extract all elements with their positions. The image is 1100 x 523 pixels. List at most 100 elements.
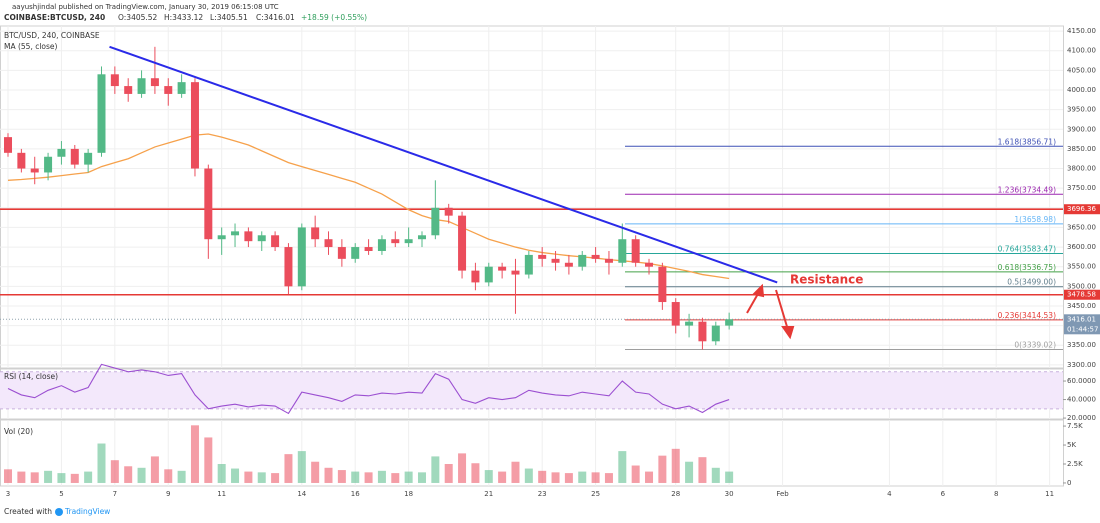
volume-bar [204, 437, 213, 483]
candle-body [204, 168, 213, 240]
volume-bar [591, 472, 600, 483]
y-tick-label: 7.5K [1067, 422, 1083, 430]
candle-body [631, 239, 640, 263]
volume-bar [44, 470, 53, 483]
candle-body [244, 231, 253, 242]
volume-bar [417, 472, 426, 483]
candle-body [417, 235, 426, 240]
candle-body [564, 262, 573, 267]
candle-body [404, 239, 413, 244]
candle-body [351, 247, 360, 259]
candle-body [551, 258, 560, 263]
y-tick-label: 3900.00 [1067, 125, 1096, 133]
candle-body [30, 168, 39, 173]
x-tick-label: 11 [217, 490, 226, 498]
y-tick-label: 4050.00 [1067, 66, 1096, 74]
countdown: 01:44:57 [1067, 325, 1098, 333]
y-tick-label: 3450.00 [1067, 302, 1096, 310]
x-tick-label: 9 [166, 490, 170, 498]
volume-bar [564, 473, 573, 483]
volume-bar [57, 473, 66, 483]
x-tick-label: Feb [776, 490, 789, 498]
x-tick-label: 6 [941, 490, 946, 498]
candle-body [257, 235, 266, 242]
logo [55, 508, 63, 516]
price-tag-label: 3478.58 [1067, 291, 1096, 299]
y-tick-label: 2.5K [1067, 460, 1083, 468]
candle-body [217, 235, 226, 240]
candle-body [337, 247, 346, 259]
pane-frames [0, 25, 1064, 487]
candle-body [377, 239, 386, 251]
candle-body [618, 239, 627, 263]
candle-body [578, 254, 587, 267]
volume-bar [511, 461, 520, 483]
footer-created: Created with [4, 507, 52, 516]
candle-body [725, 319, 734, 326]
last-price-label: 3416.01 [1067, 315, 1096, 323]
candle-body [284, 247, 293, 287]
pane-title: Vol (20) [4, 427, 33, 436]
x-tick-label: 8 [994, 490, 998, 498]
y-tick-label: 3500.00 [1067, 282, 1096, 290]
volume-bar [137, 467, 146, 483]
candle-body [324, 239, 333, 248]
y-tick-label: 3950.00 [1067, 106, 1096, 114]
candle-body [711, 325, 720, 342]
candle-body [498, 266, 507, 271]
volume-bar [284, 454, 293, 483]
volume-bar [70, 473, 79, 483]
candle-body [431, 207, 440, 236]
fib-label: 1(3658.98) [1014, 215, 1056, 224]
volume-bar [364, 472, 373, 483]
y-tick-label: 3850.00 [1067, 145, 1096, 153]
candle-body [511, 270, 520, 275]
volume-bar [631, 465, 640, 483]
candle-body [391, 239, 400, 244]
footer-brand: TradingView [64, 507, 110, 516]
y-tick-label: 3300.00 [1067, 361, 1096, 369]
volume-bar [244, 471, 253, 483]
volume-bar [150, 456, 159, 483]
candle-body [44, 156, 53, 173]
volume-bar [217, 464, 226, 483]
x-tick-label: 5 [59, 490, 63, 498]
candle-body [311, 227, 320, 240]
y-tick-label: 4150.00 [1067, 27, 1096, 35]
volume-bar [551, 472, 560, 483]
x-tick-label: 16 [351, 490, 360, 498]
arrow-down [775, 289, 789, 331]
volume-bar [725, 471, 734, 483]
arrows [746, 283, 795, 340]
candle-body [84, 152, 93, 165]
volume-bar [351, 471, 360, 483]
low: L:3405.51 [210, 13, 248, 22]
volume-bar [337, 470, 346, 483]
candle-body [231, 231, 240, 236]
volume-bar [231, 468, 240, 483]
volume-bar [645, 471, 654, 483]
high: H:3433.12 [164, 13, 203, 22]
x-tick-label: 25 [591, 490, 600, 498]
volume-bar [604, 473, 613, 483]
volume-bar [458, 453, 467, 483]
volume-bar [311, 461, 320, 483]
open: O:3405.52 [118, 13, 158, 22]
candle-body [671, 302, 680, 326]
candle-body [271, 235, 280, 248]
candle-body [17, 152, 26, 169]
candle-body [364, 247, 373, 251]
y-tick-label: 0 [1067, 479, 1071, 487]
candle-body [57, 148, 66, 157]
pane-title: BTC/USD, 240, COINBASE [4, 31, 100, 40]
candle-body [524, 254, 533, 275]
volume-bar [177, 470, 186, 483]
x-tick-label: 18 [404, 490, 413, 498]
y-tick-label: 3350.00 [1067, 341, 1096, 349]
candle-body [97, 74, 106, 153]
price-tag-label: 3696.36 [1067, 205, 1096, 213]
candle-body [137, 78, 146, 94]
fib-label: 1.236(3734.49) [998, 185, 1056, 194]
candle-body [538, 254, 547, 259]
